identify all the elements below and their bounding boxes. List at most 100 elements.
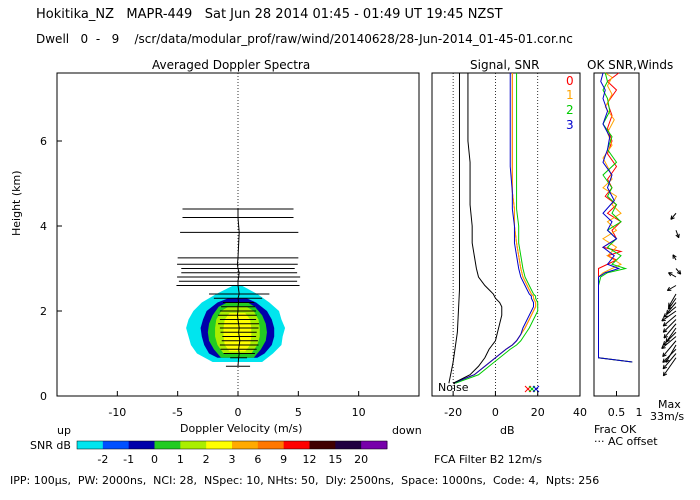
winds-x-tick-label: 0.5 <box>608 406 626 419</box>
colorbar-swatch <box>283 441 310 449</box>
parameter-line: IPP: 100μs, PW: 2000ns, NCI: 28, NSpec: … <box>10 474 600 487</box>
noise-marker <box>532 385 540 393</box>
wind-arrow-head <box>663 373 668 377</box>
snr-db-label: SNR dB <box>30 439 71 452</box>
spectra-panel-title: Averaged Doppler Spectra <box>152 58 311 72</box>
signal-panel-frame <box>431 72 581 397</box>
colorbar-swatch <box>180 441 207 449</box>
wind-arrow-head <box>668 306 673 310</box>
wind-arrow <box>663 323 677 339</box>
wind-arrow-head <box>662 354 667 358</box>
colorbar-swatch <box>154 441 181 449</box>
snr-series-3 <box>452 73 534 384</box>
wind-arrow <box>667 285 677 291</box>
wind-arrow-head <box>663 315 668 318</box>
colorbar-swatch <box>206 441 233 449</box>
colorbar-swatch <box>309 441 336 449</box>
colorbar-tick-label: 15 <box>328 453 342 466</box>
max-label: Max <box>658 398 681 411</box>
colorbar-swatch <box>128 441 155 449</box>
series-label-2: 2 <box>566 103 574 117</box>
colorbar-swatch <box>102 441 130 449</box>
x-tick-label: -10 <box>108 406 126 419</box>
wind-arrow <box>661 336 677 349</box>
noise-label: Noise <box>438 381 469 394</box>
wind-arrow-head <box>662 358 665 363</box>
y-tick-label: 6 <box>40 135 47 148</box>
frac-ok-series-1 <box>598 72 633 363</box>
wind-arrow <box>667 297 677 310</box>
winds-panel-frame <box>593 72 640 397</box>
wind-arrow <box>675 268 682 275</box>
wind-arrow-head <box>679 270 682 275</box>
winds-x-tick-label: 1 <box>636 406 643 419</box>
signal-line <box>452 73 503 384</box>
signal-x-tick-label: 40 <box>573 406 587 419</box>
colorbar-tick-label: 20 <box>354 453 368 466</box>
wind-arrow-head <box>672 254 677 258</box>
colorbar-tick-label: 9 <box>280 453 287 466</box>
noise-line <box>448 73 460 384</box>
wind-arrow-head <box>661 317 665 322</box>
signal-x-tick-label: 0 <box>492 406 499 419</box>
x-tick-label: 5 <box>295 406 302 419</box>
frac-ok-label: Frac OK <box>594 423 637 436</box>
wind-arrow-head <box>663 343 668 346</box>
wind-arrow <box>662 331 677 346</box>
colorbar-tick-label: 12 <box>303 453 317 466</box>
wind-arrow-head <box>663 313 666 318</box>
wind-arrow-head <box>666 309 668 314</box>
colorbar-tick-label: 0 <box>151 453 158 466</box>
colorbar-tick-label: 3 <box>229 453 236 466</box>
header-file-path: Dwell 0 - 9 /scr/data/modular_prof/raw/w… <box>36 32 573 46</box>
up-label: up <box>57 424 71 437</box>
wind-arrow-head <box>662 366 668 370</box>
wind-arrow-head <box>663 330 668 333</box>
signal-x-tick-label: 20 <box>531 406 545 419</box>
x-tick-label: 10 <box>352 406 366 419</box>
wind-arrow <box>662 353 677 370</box>
colorbar-tick-label: -1 <box>123 453 134 466</box>
wind-arrow-head <box>663 336 668 339</box>
mean-velocity-line <box>236 209 241 367</box>
wind-arrow-head <box>668 272 672 277</box>
wind-arrow-head <box>661 319 666 322</box>
ac-offset-label: ··· AC offset <box>594 435 658 448</box>
wind-arrow-head <box>665 338 668 343</box>
doppler-axis-label: Doppler Velocity (m/s) <box>180 422 303 435</box>
wind-arrow-head <box>662 371 665 376</box>
wind-arrow <box>665 327 677 343</box>
filter-label: FCA Filter B2 12m/s <box>434 453 542 466</box>
series-label-3: 3 <box>566 118 574 132</box>
wind-arrow <box>662 340 677 357</box>
wind-arrow-head <box>662 341 665 346</box>
signal-x-tick-label: -20 <box>444 406 462 419</box>
wind-arrow <box>665 344 677 363</box>
frac-ok-series-2 <box>598 72 633 363</box>
down-label: down <box>392 424 422 437</box>
colorbar-swatch <box>232 441 259 449</box>
wind-arrow-head <box>668 304 673 308</box>
header-title: Hokitika_NZ MAPR-449 Sat Jun 28 2014 01:… <box>36 7 503 22</box>
wind-arrow-head <box>665 359 670 363</box>
wind-arrow-head <box>662 328 665 333</box>
wind-arrow <box>668 272 677 278</box>
y-tick-label: 0 <box>40 390 47 403</box>
series-label-0: 0 <box>566 74 574 88</box>
y-tick-label: 2 <box>40 305 47 318</box>
signal-panel-title: Signal, SNR <box>470 58 540 72</box>
colorbar-swatch <box>257 441 285 449</box>
db-axis-label: dB <box>500 424 515 437</box>
wind-arrow <box>670 212 677 220</box>
frac-ok-series-3 <box>598 72 633 363</box>
snr-series-2 <box>455 73 539 384</box>
wind-arrow-head <box>675 234 680 239</box>
wind-arrow <box>662 314 677 327</box>
series-label-1: 1 <box>566 88 574 102</box>
wind-arrow <box>668 293 677 307</box>
y-tick-label: 4 <box>40 220 47 233</box>
wind-arrow-head <box>663 334 666 339</box>
colorbar-tick-label: 1 <box>177 453 184 466</box>
colorbar-frame <box>76 440 388 450</box>
